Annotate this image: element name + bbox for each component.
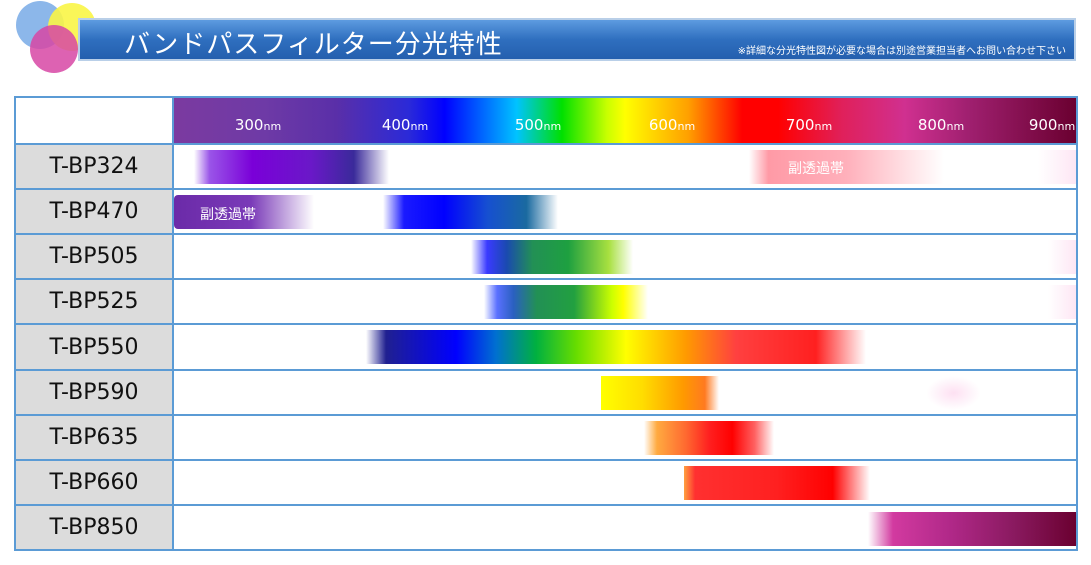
filter-name: T-BP635: [16, 416, 172, 459]
row-divider: [16, 504, 1076, 506]
tick-500: 500nm: [514, 116, 562, 134]
tick-600: 600nm: [648, 116, 696, 134]
passband-bar: [868, 512, 1076, 546]
passband-bar: [383, 195, 558, 229]
row-divider: [16, 278, 1076, 280]
filter-name: T-BP590: [16, 371, 172, 414]
inquiry-note: ※詳細な分光特性図が必要な場合は別途営業担当者へお問い合わせ下さい: [737, 46, 1066, 57]
secondary-passband-bar: [1048, 285, 1076, 319]
passband-bar: [684, 466, 870, 500]
title-banner: バンドパスフィルター分光特性 ※詳細な分光特性図が必要な場合は別途営業担当者へお…: [78, 18, 1076, 61]
filter-name: T-BP525: [16, 280, 172, 323]
secondary-passband-bar: [1048, 240, 1076, 274]
row-divider: [16, 414, 1076, 416]
wavelength-spectrum-header: 300nm 400nm 500nm 600nm 700nm 800nm 900n…: [174, 98, 1076, 144]
filter-name: T-BP505: [16, 235, 172, 278]
row-divider: [16, 323, 1076, 325]
secondary-passband-bar: [1038, 150, 1076, 184]
tick-300: 300nm: [234, 116, 282, 134]
secondary-passband-label: 副透過帯: [788, 161, 844, 177]
passband-bar: [471, 240, 633, 274]
tick-900: 900nm: [1028, 116, 1076, 134]
row-divider: [16, 233, 1076, 235]
filter-name: T-BP850: [16, 506, 172, 549]
passband-bar: [484, 285, 648, 319]
row-divider: [16, 459, 1076, 461]
tick-800: 800nm: [917, 116, 965, 134]
secondary-passband-bar: [749, 150, 944, 184]
filter-name: T-BP324: [16, 145, 172, 188]
secondary-passband-bar: [174, 195, 314, 229]
filter-name: T-BP470: [16, 190, 172, 233]
secondary-passband-label: 副透過帯: [200, 207, 256, 223]
row-divider: [16, 143, 1076, 145]
filter-name: T-BP660: [16, 461, 172, 504]
tick-700: 700nm: [785, 116, 833, 134]
passband-bar: [601, 376, 719, 410]
row-divider: [16, 188, 1076, 190]
row-divider: [16, 369, 1076, 371]
passband-bar: [366, 330, 866, 364]
tick-400: 400nm: [381, 116, 429, 134]
column-divider: [172, 98, 174, 549]
secondary-passband-bar: [926, 376, 981, 410]
passband-bar: [194, 150, 389, 184]
spectral-table: 300nm 400nm 500nm 600nm 700nm 800nm 900n…: [14, 96, 1078, 551]
passband-bar: [644, 421, 774, 455]
logo-circle-magenta: [30, 25, 78, 73]
filter-name: T-BP550: [16, 325, 172, 369]
page-title: バンドパスフィルター分光特性: [124, 30, 503, 60]
